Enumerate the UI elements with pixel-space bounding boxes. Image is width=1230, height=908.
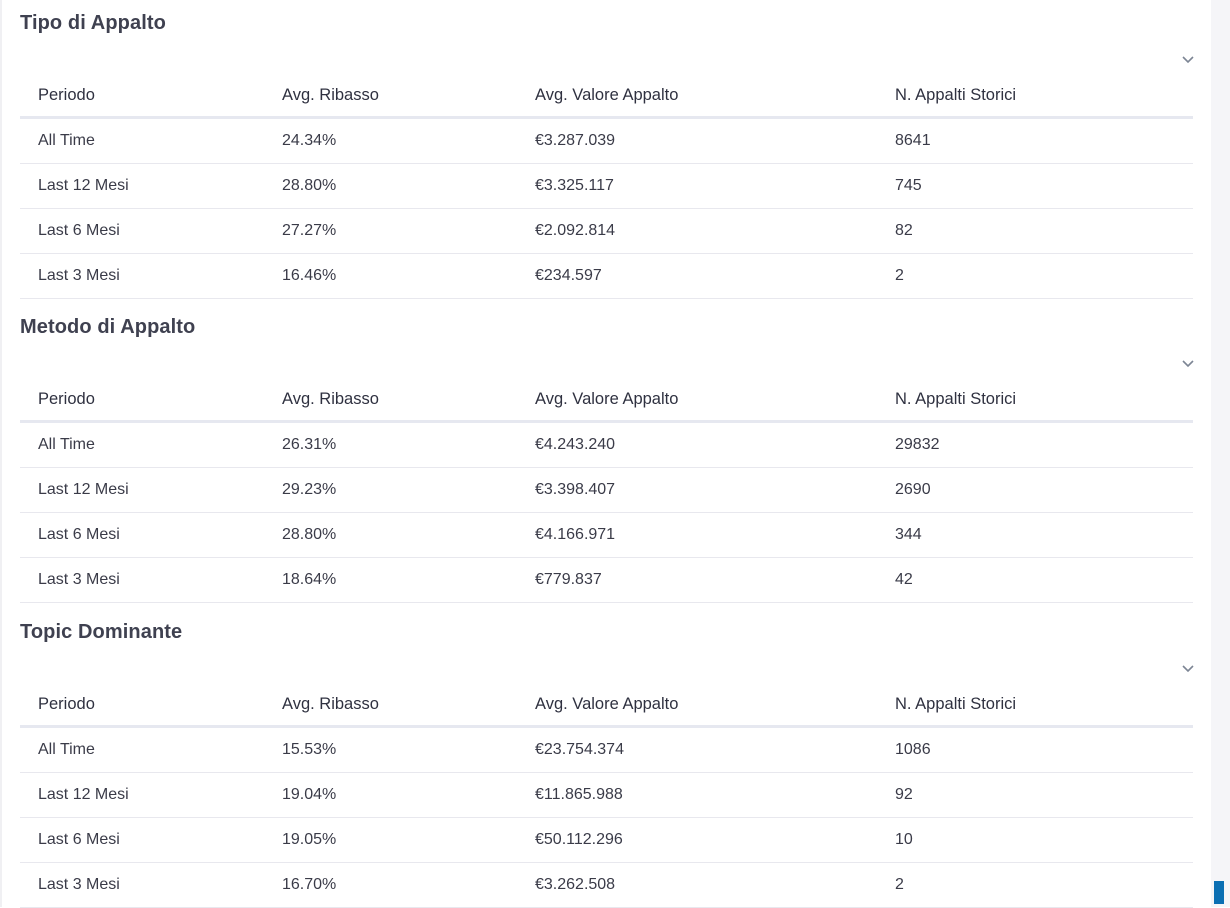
cell-avg-valore-appalto: €234.597 [535,253,895,299]
cell-n-appalti-storici: 745 [895,163,1193,209]
cell-avg-valore-appalto: €3.398.407 [535,467,895,513]
column-header-periodo[interactable]: Periodo [20,683,282,728]
cell-avg-ribasso: 28.80% [282,512,535,558]
left-edge [0,0,2,907]
cell-avg-ribasso: 26.31% [282,421,535,468]
table-row: Last 6 Mesi 19.05% €50.112.296 10 [20,817,1193,863]
cell-avg-ribasso: 19.05% [282,817,535,863]
cell-avg-ribasso: 16.70% [282,862,535,908]
cell-avg-valore-appalto: €50.112.296 [535,817,895,863]
cell-n-appalti-storici: 2 [895,253,1193,299]
cell-avg-ribasso: 27.27% [282,208,535,254]
table-row: Last 3 Mesi 16.70% €3.262.508 2 [20,862,1193,908]
table-row: Last 12 Mesi 19.04% €11.865.988 92 [20,772,1193,818]
cell-periodo: Last 3 Mesi [20,862,282,908]
cell-n-appalti-storici: 8641 [895,117,1193,164]
column-header-avg-valore-appalto[interactable]: Avg. Valore Appalto [535,683,895,728]
cell-n-appalti-storici: 82 [895,208,1193,254]
column-header-avg-ribasso[interactable]: Avg. Ribasso [282,683,535,728]
cell-n-appalti-storici: 2690 [895,467,1193,513]
cell-periodo: Last 12 Mesi [20,163,282,209]
table-row: All Time 24.34% €3.287.039 8641 [20,117,1193,164]
cell-avg-ribasso: 16.46% [282,253,535,299]
column-header-n-appalti-storici[interactable]: N. Appalti Storici [895,378,1193,423]
cell-periodo: Last 12 Mesi [20,467,282,513]
table-row: All Time 15.53% €23.754.374 1086 [20,726,1193,773]
table-row: Last 6 Mesi 27.27% €2.092.814 82 [20,208,1193,254]
cell-n-appalti-storici: 344 [895,512,1193,558]
cell-avg-ribasso: 19.04% [282,772,535,818]
cell-periodo: Last 12 Mesi [20,772,282,818]
table-row: Last 3 Mesi 18.64% €779.837 42 [20,557,1193,603]
chevron-down-icon[interactable] [1181,663,1195,673]
chevron-down-icon[interactable] [1181,54,1195,64]
cell-avg-valore-appalto: €23.754.374 [535,726,895,773]
cell-periodo: Last 6 Mesi [20,512,282,558]
cell-avg-valore-appalto: €3.262.508 [535,862,895,908]
section-title: Tipo di Appalto [20,12,166,34]
column-header-avg-valore-appalto[interactable]: Avg. Valore Appalto [535,74,895,119]
cell-periodo: Last 3 Mesi [20,253,282,299]
cell-avg-ribasso: 15.53% [282,726,535,773]
column-header-periodo[interactable]: Periodo [20,378,282,423]
table-row: All Time 26.31% €4.243.240 29832 [20,421,1193,468]
column-header-avg-ribasso[interactable]: Avg. Ribasso [282,378,535,423]
column-header-avg-valore-appalto[interactable]: Avg. Valore Appalto [535,378,895,423]
table-row: Last 3 Mesi 16.46% €234.597 2 [20,253,1193,299]
cell-periodo: All Time [20,726,282,773]
cell-avg-ribasso: 24.34% [282,117,535,164]
cell-periodo: Last 6 Mesi [20,208,282,254]
table-row: Last 6 Mesi 28.80% €4.166.971 344 [20,512,1193,558]
cell-n-appalti-storici: 29832 [895,421,1193,468]
cell-n-appalti-storici: 42 [895,557,1193,603]
cell-avg-valore-appalto: €11.865.988 [535,772,895,818]
cell-avg-ribasso: 29.23% [282,467,535,513]
table-row: Last 12 Mesi 28.80% €3.325.117 745 [20,163,1193,209]
table-header-row: Periodo Avg. Ribasso Avg. Valore Appalto N.… [20,683,1193,728]
cell-periodo: Last 3 Mesi [20,557,282,603]
table-header-row: Periodo Avg. Ribasso Avg. Valore Appalto N.… [20,378,1193,423]
scrollbar-track[interactable] [1211,0,1230,907]
cell-avg-valore-appalto: €779.837 [535,557,895,603]
cell-avg-valore-appalto: €4.243.240 [535,421,895,468]
cell-periodo: All Time [20,117,282,164]
column-header-n-appalti-storici[interactable]: N. Appalti Storici [895,683,1193,728]
column-header-periodo[interactable]: Periodo [20,74,282,119]
cell-n-appalti-storici: 92 [895,772,1193,818]
cell-n-appalti-storici: 2 [895,862,1193,908]
stats-table: Periodo Avg. Ribasso Avg. Valore Appalto N.… [20,378,1193,603]
cell-periodo: Last 6 Mesi [20,817,282,863]
section-title: Topic Dominante [20,621,183,643]
chevron-down-icon[interactable] [1181,358,1195,368]
cell-periodo: All Time [20,421,282,468]
table-header-row: Periodo Avg. Ribasso Avg. Valore Appalto N.… [20,74,1193,119]
cell-avg-valore-appalto: €4.166.971 [535,512,895,558]
table-row: Last 12 Mesi 29.23% €3.398.407 2690 [20,467,1193,513]
stats-table: Periodo Avg. Ribasso Avg. Valore Appalto N.… [20,683,1193,908]
cell-avg-valore-appalto: €3.325.117 [535,163,895,209]
scrollbar-thumb[interactable] [1214,881,1224,904]
cell-avg-valore-appalto: €3.287.039 [535,117,895,164]
cell-avg-ribasso: 18.64% [282,557,535,603]
cell-avg-valore-appalto: €2.092.814 [535,208,895,254]
cell-n-appalti-storici: 10 [895,817,1193,863]
column-header-n-appalti-storici[interactable]: N. Appalti Storici [895,74,1193,119]
cell-n-appalti-storici: 1086 [895,726,1193,773]
section-title: Metodo di Appalto [20,316,196,338]
stats-table: Periodo Avg. Ribasso Avg. Valore Appalto N.… [20,74,1193,299]
column-header-avg-ribasso[interactable]: Avg. Ribasso [282,74,535,119]
cell-avg-ribasso: 28.80% [282,163,535,209]
